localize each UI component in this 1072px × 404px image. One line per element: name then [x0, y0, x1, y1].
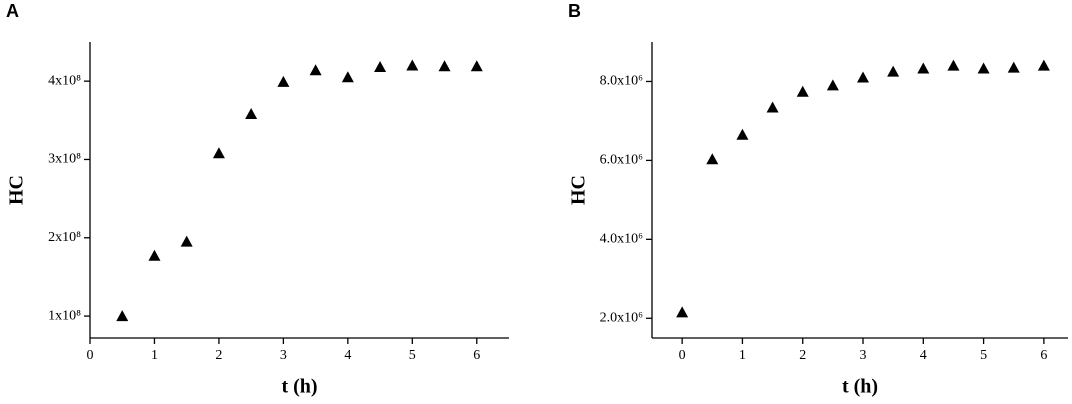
data-point	[277, 75, 290, 87]
data-point	[977, 62, 990, 74]
data-point	[245, 108, 258, 120]
x-tick-label: 3	[280, 348, 287, 363]
panel-label: A	[6, 1, 19, 21]
x-axis-label: t (h)	[842, 376, 878, 398]
data-point	[406, 59, 419, 71]
data-point	[148, 249, 161, 261]
data-point	[887, 65, 900, 77]
x-tick-label: 0	[87, 348, 94, 363]
data-point	[438, 60, 451, 72]
y-tick-label: 4x10⁸	[48, 73, 81, 88]
data-point	[116, 310, 129, 322]
y-tick-label: 3x10⁸	[48, 152, 81, 167]
data-point	[826, 79, 839, 91]
y-tick-label: 1x10⁸	[48, 308, 81, 323]
data-point	[736, 128, 749, 140]
y-tick-label: 2x10⁸	[48, 230, 81, 245]
x-tick-label: 2	[799, 348, 806, 363]
x-tick-label: 4	[344, 348, 351, 363]
y-axis-label: HC	[568, 175, 590, 205]
data-point	[309, 64, 322, 76]
data-point	[341, 71, 354, 83]
data-point	[766, 101, 779, 113]
x-tick-label: 3	[860, 348, 867, 363]
x-tick-label: 5	[409, 348, 416, 363]
y-tick-label: 4.0x10⁶	[600, 232, 644, 247]
data-point	[1007, 61, 1020, 73]
data-point	[1037, 59, 1050, 71]
panel-label: B	[568, 1, 581, 21]
x-tick-label: 6	[1040, 348, 1047, 363]
data-point	[180, 235, 193, 247]
data-point	[676, 306, 689, 318]
y-axis-label: HC	[6, 175, 28, 205]
x-tick-label: 6	[473, 348, 480, 363]
data-point	[796, 85, 809, 97]
x-tick-label: 1	[739, 348, 746, 363]
data-point	[917, 62, 930, 74]
y-tick-label: 2.0x10⁶	[600, 310, 644, 325]
x-axis-label: t (h)	[281, 376, 317, 398]
data-point	[706, 153, 719, 165]
x-tick-label: 5	[980, 348, 987, 363]
data-point	[947, 59, 960, 71]
y-tick-label: 6.0x10⁶	[600, 153, 644, 168]
data-point	[857, 71, 870, 83]
x-tick-label: 4	[920, 348, 927, 363]
x-tick-label: 0	[679, 348, 686, 363]
data-point	[374, 61, 387, 73]
x-tick-label: 2	[215, 348, 222, 363]
data-point	[470, 60, 483, 72]
data-point	[212, 147, 225, 159]
x-tick-label: 1	[151, 348, 158, 363]
y-tick-label: 8.0x10⁶	[600, 74, 644, 89]
